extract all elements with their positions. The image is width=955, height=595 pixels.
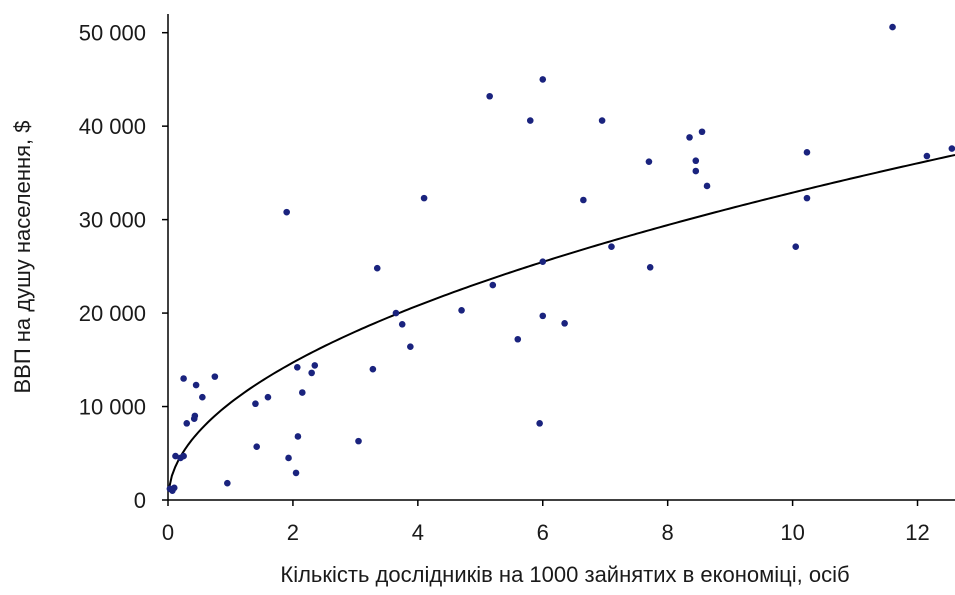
x-tick-label: 0	[162, 520, 174, 545]
trend-line	[167, 153, 955, 491]
data-point	[311, 362, 319, 369]
data-point	[645, 158, 653, 165]
data-point	[211, 373, 219, 380]
data-point	[292, 469, 300, 477]
data-point	[180, 375, 187, 382]
data-point	[792, 243, 800, 251]
data-point	[686, 134, 693, 141]
data-point	[486, 92, 493, 100]
data-point	[692, 167, 700, 175]
x-tick-label: 12	[905, 520, 929, 545]
data-points	[166, 23, 955, 494]
data-point	[373, 264, 381, 272]
x-axis-title: Кількість дослідників на 1000 зайнятих в…	[280, 562, 849, 587]
data-point	[253, 443, 260, 451]
data-point	[803, 149, 811, 156]
y-axis-title: ВВП на душу населення, $	[10, 120, 35, 393]
data-point	[285, 454, 292, 462]
y-tick-label: 0	[134, 488, 146, 513]
data-point	[199, 393, 206, 401]
data-point	[308, 369, 315, 377]
y-tick-label: 40 000	[79, 114, 146, 139]
data-point	[703, 182, 711, 190]
data-point	[224, 479, 231, 487]
x-tick-label: 4	[412, 520, 424, 545]
data-point	[298, 389, 306, 396]
data-point	[392, 309, 400, 317]
y-tick-label: 50 000	[79, 21, 146, 46]
x-tick-label: 8	[662, 520, 674, 545]
data-point	[355, 437, 362, 445]
data-point	[803, 194, 811, 202]
data-point	[283, 208, 290, 216]
data-point	[646, 263, 654, 271]
data-point	[948, 145, 955, 152]
data-point	[608, 243, 615, 251]
data-point	[526, 117, 534, 124]
y-tick-label: 30 000	[79, 208, 146, 233]
data-point	[458, 306, 465, 314]
data-point	[191, 412, 199, 420]
data-point	[183, 420, 191, 427]
data-point	[170, 484, 178, 492]
x-axis-ticks: 0 2 4 6 8 10 12	[162, 500, 930, 545]
x-tick-label: 10	[780, 520, 804, 545]
data-point	[489, 281, 497, 289]
data-point	[536, 420, 543, 427]
data-point	[252, 400, 259, 408]
y-tick-label: 10 000	[79, 395, 146, 420]
data-point	[294, 433, 302, 440]
data-point	[420, 194, 428, 202]
data-point	[539, 312, 547, 320]
data-point	[889, 23, 896, 31]
data-point	[923, 152, 931, 160]
data-point	[192, 381, 200, 389]
data-point	[692, 157, 700, 165]
data-point	[369, 365, 377, 373]
data-point	[698, 128, 706, 136]
data-point	[180, 452, 187, 460]
data-point	[580, 196, 587, 204]
data-point	[172, 452, 179, 460]
data-point	[598, 117, 606, 124]
data-point	[539, 76, 547, 83]
data-point	[561, 320, 568, 327]
data-point	[407, 343, 414, 351]
data-point	[293, 363, 301, 371]
x-tick-label: 6	[537, 520, 549, 545]
y-axis-ticks: 0 10 000 20 000 30 000 40 000 50 000	[79, 21, 168, 513]
x-tick-label: 2	[287, 520, 299, 545]
y-tick-label: 20 000	[79, 301, 146, 326]
data-point	[398, 320, 406, 328]
data-point	[514, 335, 522, 343]
data-point	[264, 393, 272, 401]
data-point	[539, 258, 547, 265]
